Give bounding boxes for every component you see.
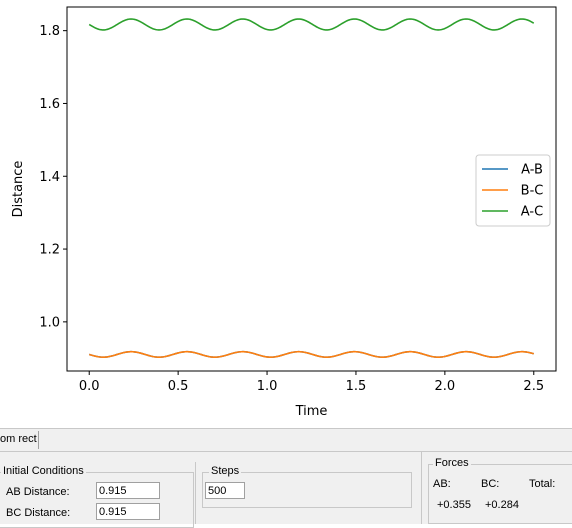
ab-distance-label: AB Distance: — [6, 486, 70, 498]
forces-ab-label: AB: — [433, 478, 451, 490]
x-tick-label: 1.0 — [257, 379, 278, 394]
x-tick-label: 0.5 — [168, 379, 189, 394]
legend-label: A-B — [521, 163, 543, 178]
controls-panel: Initial Conditions AB Distance: BC Dista… — [0, 452, 572, 528]
ab-distance-input[interactable] — [96, 482, 160, 499]
status-separator — [38, 431, 39, 449]
panel-separator — [421, 452, 422, 524]
x-tick-label: 0.0 — [79, 379, 100, 394]
status-text: om rect — [0, 433, 37, 445]
series-line-a-c — [88, 18, 535, 31]
forces-title: Forces — [433, 457, 471, 469]
steps-group: Steps — [202, 465, 412, 508]
legend-label: B-C — [521, 184, 544, 199]
y-axis-label: Distance — [11, 161, 26, 218]
y-tick-label: 1.4 — [39, 170, 60, 185]
y-tick-label: 1.8 — [39, 24, 60, 39]
x-axis-label: Time — [295, 404, 328, 419]
y-tick-label: 1.6 — [39, 97, 60, 112]
forces-bc-value: +0.284 — [485, 499, 519, 511]
panel-separator — [195, 462, 196, 524]
plot-area: 0.0 0.5 1.0 1.5 2.0 2.5 1.0 1.2 1.4 1.6 1.8 Time … — [11, 6, 557, 419]
series-line-b-c — [88, 350, 534, 358]
forces-bc-label: BC: — [481, 478, 500, 490]
bc-distance-label: BC Distance: — [6, 507, 71, 519]
status-strip: om rect — [0, 428, 572, 452]
distance-time-chart: 0.0 0.5 1.0 1.5 2.0 2.5 1.01.21.41.61.8 Time … — [11, 6, 557, 419]
y-tick-label: 1.0 — [39, 315, 60, 330]
legend-label: A-C — [521, 205, 543, 220]
y-tick-label: 1.2 — [39, 243, 60, 258]
axes-frame — [66, 6, 557, 372]
forces-total-label: Total: — [529, 478, 556, 490]
bc-distance-input[interactable] — [96, 503, 160, 520]
legend-box — [475, 154, 551, 227]
forces-ab-value: +0.355 — [437, 499, 471, 511]
steps-input[interactable] — [205, 482, 245, 499]
legend: A-B B-C A-C — [475, 154, 551, 227]
forces-group: Forces — [428, 457, 572, 524]
initial-conditions-title: Initial Conditions — [1, 465, 86, 477]
x-tick-label: 1.5 — [346, 379, 367, 394]
x-tick-label: 2.5 — [523, 379, 544, 394]
steps-title: Steps — [209, 465, 242, 477]
x-tick-label: 2.0 — [435, 379, 456, 394]
